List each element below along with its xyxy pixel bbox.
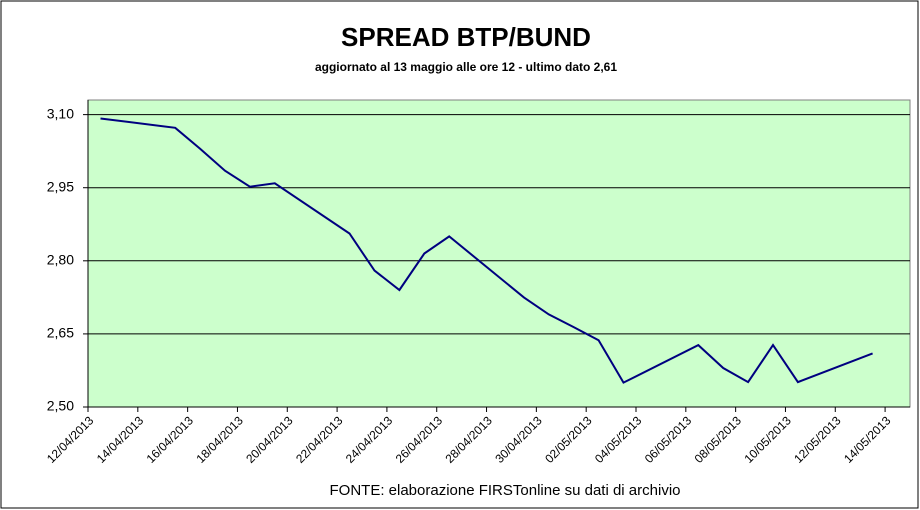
y-tick-label: 2,80 bbox=[47, 252, 74, 268]
chart-subtitle: aggiornato al 13 maggio alle ore 12 - ul… bbox=[315, 60, 617, 74]
chart-title: SPREAD BTP/BUND bbox=[341, 22, 591, 52]
source-note: FONTE: elaborazione FIRSTonline su dati … bbox=[330, 482, 681, 499]
y-tick-label: 2,65 bbox=[47, 325, 74, 341]
y-tick-label: 3,10 bbox=[47, 105, 74, 121]
plot-area bbox=[87, 99, 911, 408]
data-line bbox=[100, 117, 873, 384]
y-tick-label: 2,95 bbox=[47, 178, 74, 194]
y-tick-label: 2,50 bbox=[47, 398, 74, 414]
